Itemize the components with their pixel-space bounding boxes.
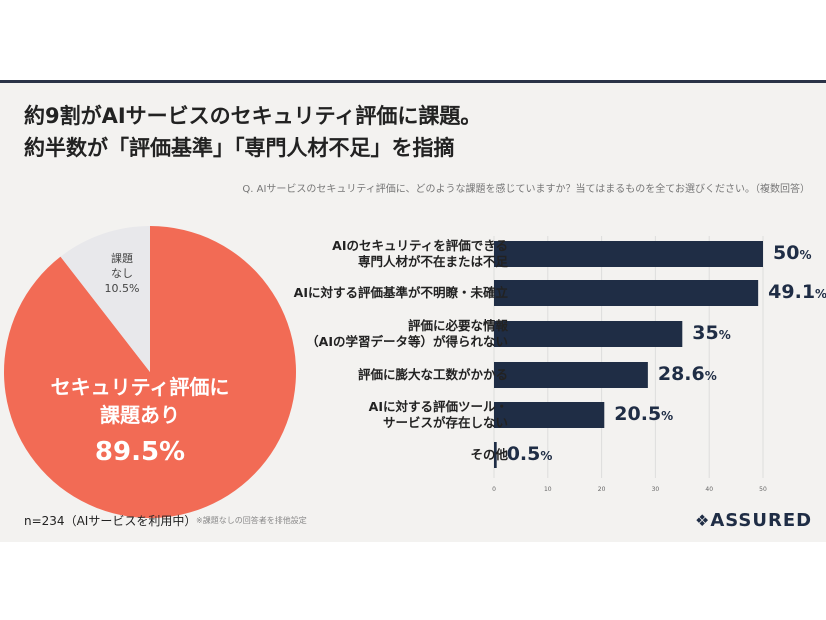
value-number: 49.1 bbox=[768, 281, 816, 303]
category-line: 評価に膨大な工数がかかる bbox=[357, 367, 508, 382]
pie-value-no-issues: 10.5% bbox=[105, 282, 140, 295]
sample-size: n=234（AIサービスを利用中） bbox=[24, 514, 197, 528]
title-line-2: 約半数が「評価基準」「専門人材不足」を指摘 bbox=[24, 136, 455, 160]
value-unit: % bbox=[799, 248, 812, 262]
category-line: （AIの学習データ等）が得られない bbox=[306, 334, 508, 349]
title-line-1: 約9割がAIサービスのセキュリティ評価に課題。 bbox=[24, 104, 482, 128]
category-line: 評価に必要な情報 bbox=[407, 318, 508, 333]
bar-value-label: 50% bbox=[773, 242, 811, 264]
bar-value-label: 0.5% bbox=[507, 443, 553, 465]
category-line: AIに対する評価基準が不明瞭・未確立 bbox=[293, 285, 508, 300]
bar-category-label: AIに対する評価基準が不明瞭・未確立 bbox=[294, 285, 508, 301]
value-unit: % bbox=[540, 449, 553, 463]
pie-label-no-issues: なし bbox=[111, 267, 133, 280]
value-number: 50 bbox=[773, 242, 800, 264]
bar bbox=[494, 402, 605, 428]
bar bbox=[494, 362, 648, 388]
bar-category-label: 評価に必要な情報 （AIの学習データ等）が得られない bbox=[306, 318, 508, 350]
bar bbox=[494, 280, 759, 306]
bar bbox=[494, 321, 683, 347]
x-tick-label: 50 bbox=[759, 486, 767, 493]
value-number: 28.6 bbox=[657, 363, 705, 385]
pie-label-issues: セキュリティ評価に bbox=[51, 375, 230, 399]
value-unit: % bbox=[661, 409, 674, 423]
footnote: ※課題なしの回答者を排他設定 bbox=[196, 516, 307, 525]
value-unit: % bbox=[718, 328, 731, 342]
x-tick-label: 20 bbox=[598, 486, 606, 493]
bar-value-label: 28.6% bbox=[658, 363, 717, 385]
logo-text: ASSURED bbox=[710, 510, 813, 531]
value-number: 0.5 bbox=[506, 443, 541, 465]
x-tick-label: 0 bbox=[492, 486, 496, 493]
bar-category-label: その他 bbox=[470, 447, 508, 463]
x-tick-label: 30 bbox=[652, 486, 660, 493]
pie-value-issues: 89.5% bbox=[95, 437, 185, 467]
pie-slice-issues bbox=[3, 226, 296, 518]
bar-category-label: 評価に膨大な工数がかかる bbox=[358, 367, 508, 383]
pie-slice-no-issues bbox=[60, 226, 150, 372]
bar bbox=[494, 442, 497, 468]
category-line: その他 bbox=[470, 447, 508, 462]
value-unit: % bbox=[815, 287, 826, 301]
bar-category-label: AIのセキュリティを評価できる 専門人材が不在または不足 bbox=[332, 238, 508, 270]
value-number: 20.5 bbox=[614, 403, 662, 425]
value-unit: % bbox=[704, 369, 717, 383]
bar-value-label: 20.5% bbox=[614, 403, 673, 425]
pie-label-no-issues: 課題 bbox=[111, 251, 133, 265]
pie-label-issues: 課題あり bbox=[100, 403, 180, 427]
x-tick-label: 40 bbox=[705, 486, 713, 493]
category-line: AIに対する評価ツール・ bbox=[368, 399, 508, 414]
assured-logo: ❖ASSURED bbox=[695, 510, 812, 531]
category-line: サービスが存在しない bbox=[382, 415, 508, 430]
bar bbox=[494, 241, 763, 267]
x-tick-label: 10 bbox=[544, 486, 552, 493]
bar-category-label: AIに対する評価ツール・ サービスが存在しない bbox=[369, 399, 508, 431]
value-number: 35 bbox=[692, 322, 719, 344]
logo-mark-icon: ❖ bbox=[695, 511, 711, 530]
bar-value-label: 35% bbox=[692, 322, 730, 344]
question-text: Q. AIサービスのセキュリティ評価に、どのような課題を感じていますか？当てはま… bbox=[242, 184, 810, 195]
category-line: 専門人材が不在または不足 bbox=[357, 254, 508, 269]
category-line: AIのセキュリティを評価できる bbox=[332, 238, 508, 253]
bar-value-label: 49.1% bbox=[768, 281, 826, 303]
